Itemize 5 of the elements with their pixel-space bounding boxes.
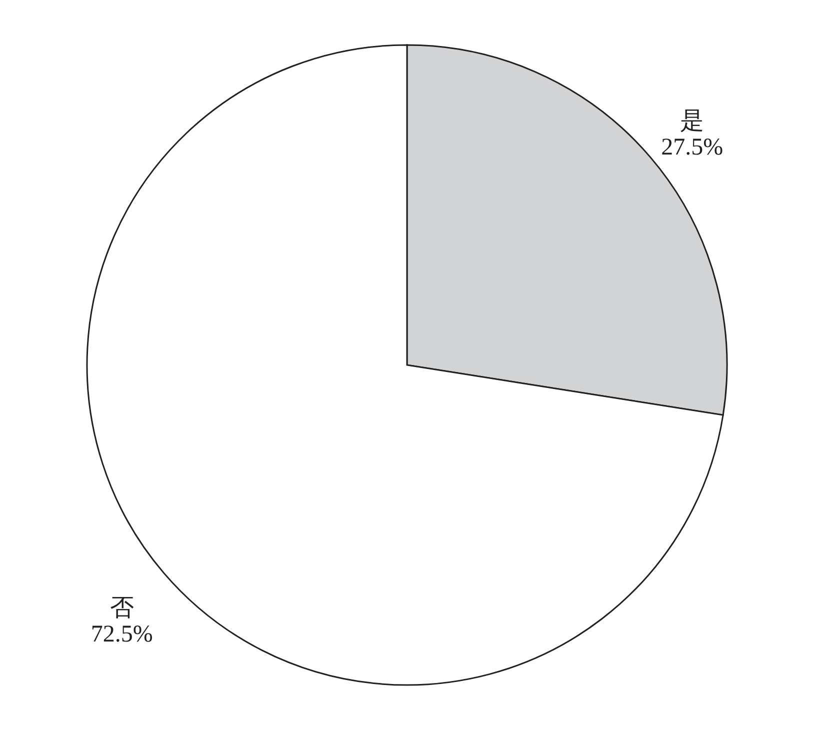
slice-label: 是 (680, 108, 704, 134)
slice-label: 否 (110, 596, 134, 622)
data-label: 27.5% (661, 134, 724, 160)
pie-slice (86, 44, 724, 686)
data-label: 72.5% (90, 622, 153, 648)
